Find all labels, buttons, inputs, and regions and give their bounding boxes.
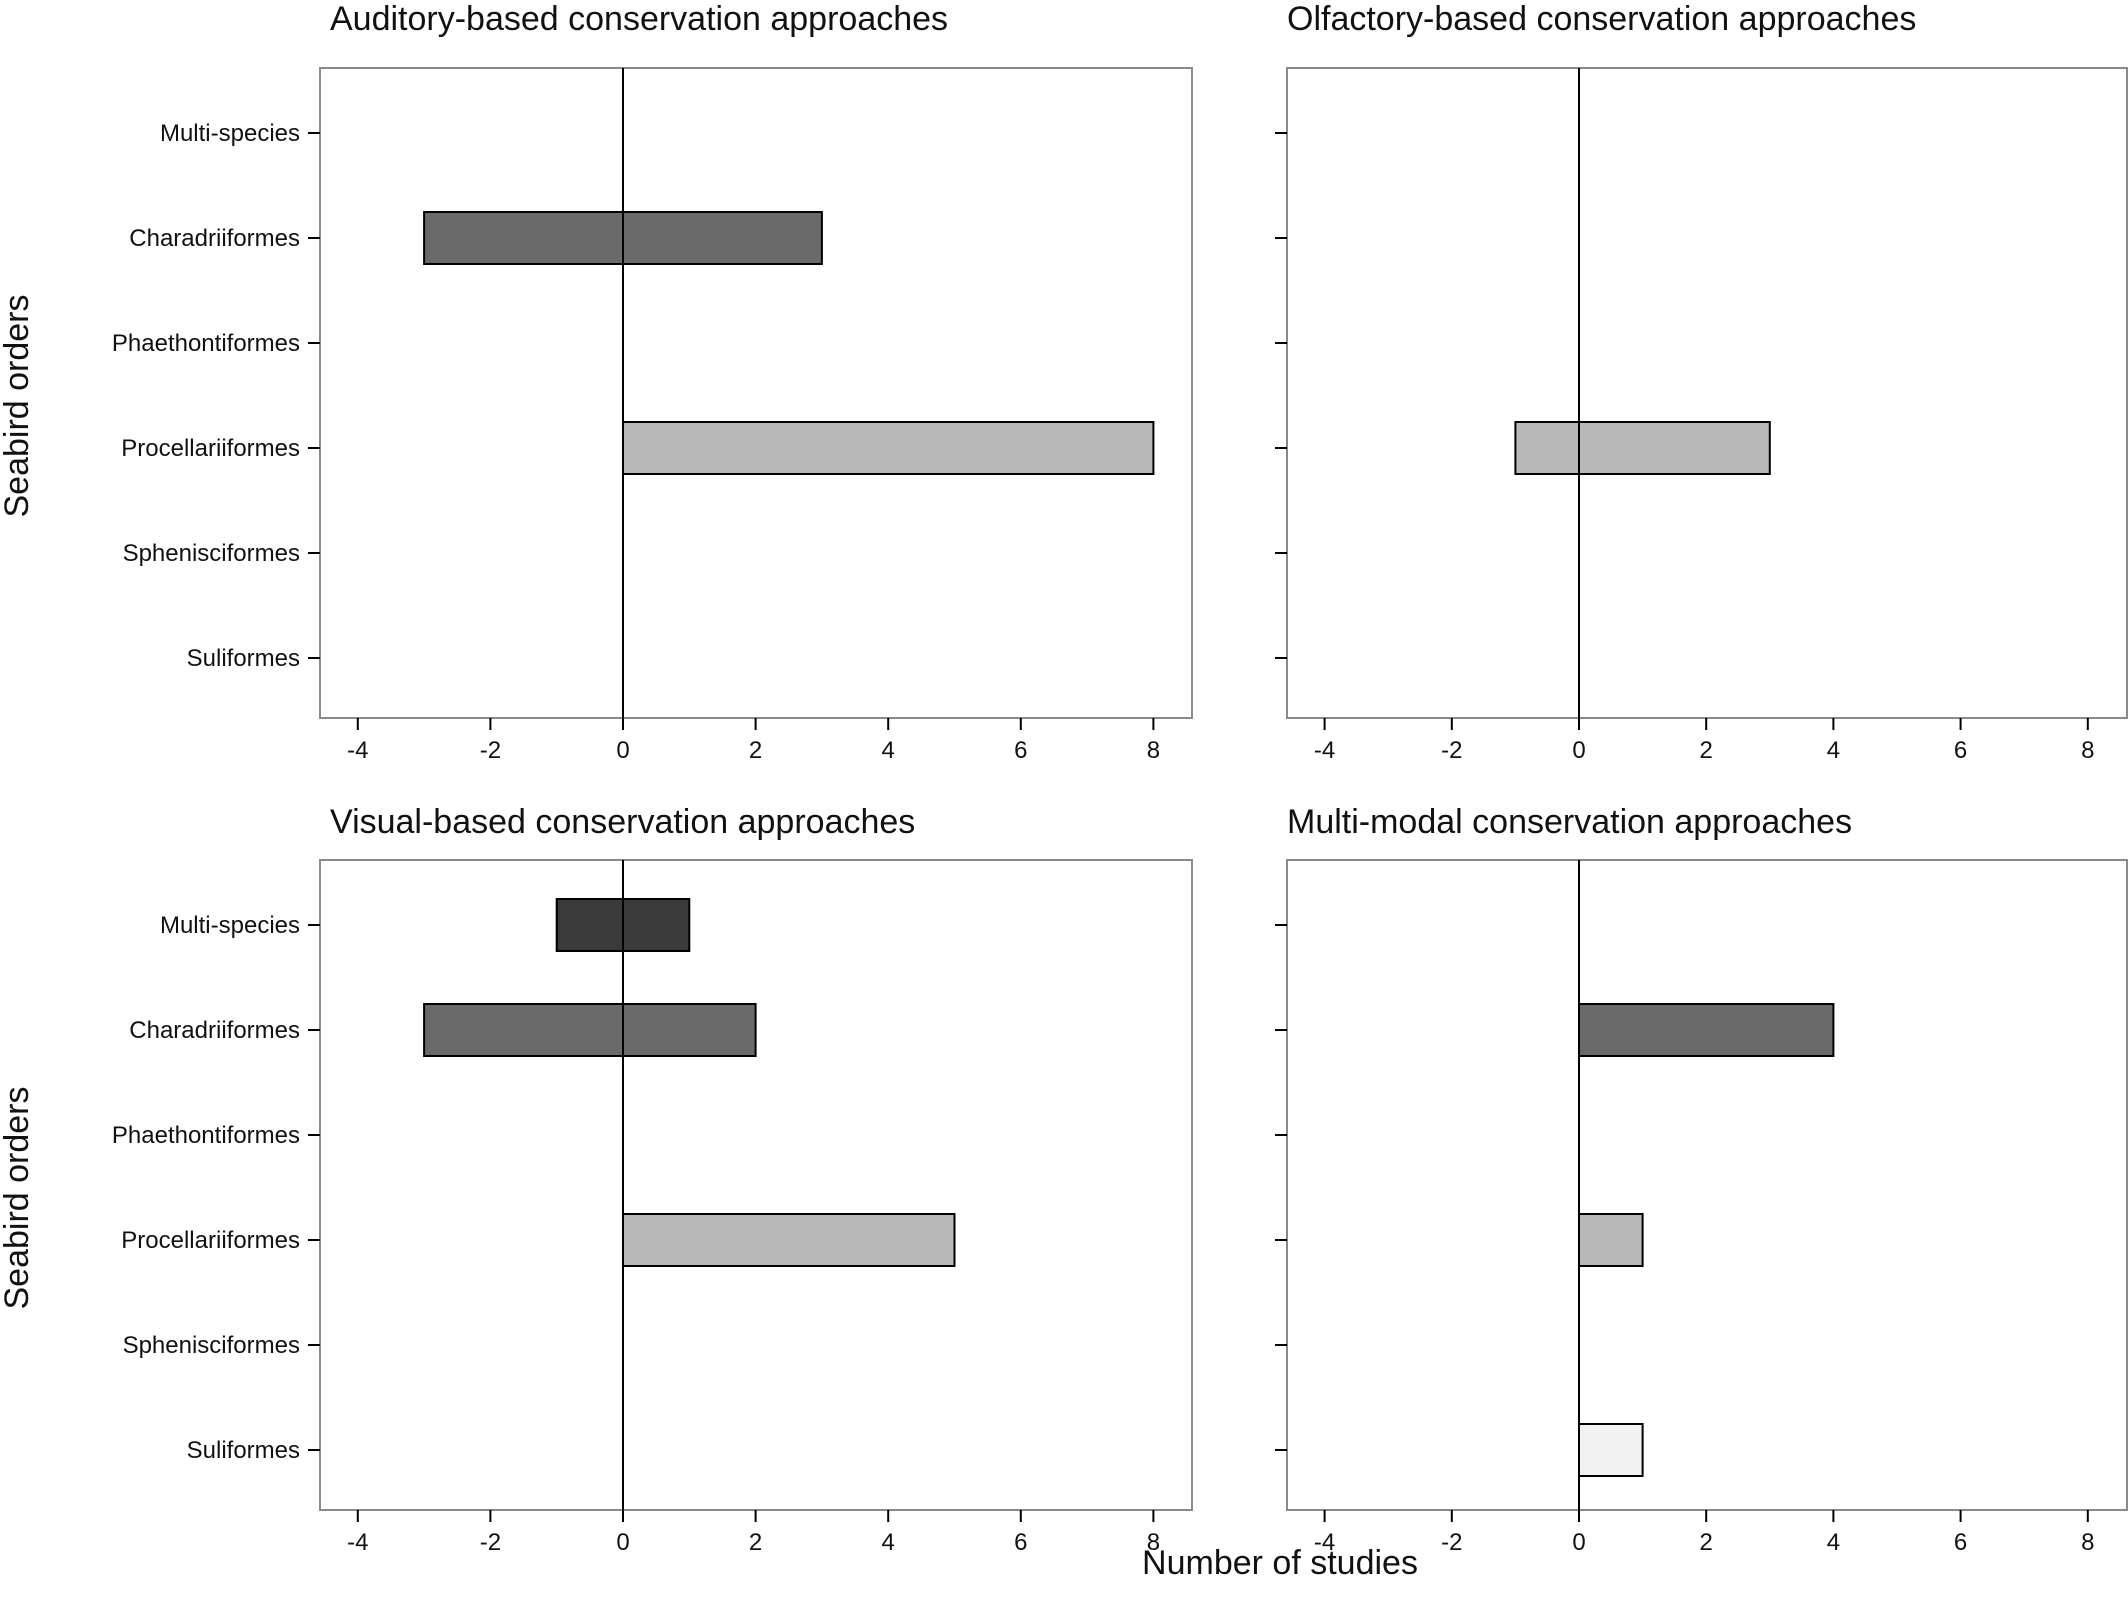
category-label: Suliformes (187, 645, 300, 672)
chart-panel-1: Auditory-based conservation approaches Mu… (112, 0, 1193, 764)
chart-panel-4: Multi-modal conservation approaches -4 -2 0… (1275, 803, 2128, 1556)
x-tick-label: 8 (1147, 1529, 1160, 1556)
x-tick-label: -2 (1441, 1529, 1462, 1556)
x-tick-label: 0 (1572, 1529, 1585, 1556)
panel-title: Auditory-based conservation approaches (330, 0, 948, 38)
x-tick-label: 8 (1147, 737, 1160, 764)
plot-frame (319, 859, 1193, 1511)
panel-title: Visual-based conservation approaches (330, 803, 915, 841)
bar-procellariiformes (1578, 1213, 1644, 1267)
x-tick-label: 0 (616, 737, 629, 764)
bar-charadriiformes (423, 1003, 757, 1057)
x-tick-label: 6 (1014, 737, 1027, 764)
category-label: Phaethontiformes (112, 330, 300, 357)
x-tick-label: -4 (347, 737, 368, 764)
y-axis-label-bottom: Seabird orders (0, 1086, 36, 1309)
category-label: Charadriiformes (129, 1017, 300, 1044)
chart-panel-2: Olfactory-based conservation approaches -… (1275, 0, 2128, 764)
bar-procellariiformes (622, 1213, 956, 1267)
x-tick-label: 8 (2081, 737, 2094, 764)
chart-panel-3: Visual-based conservation approaches Mult… (112, 803, 1193, 1556)
category-label: Suliformes (187, 1437, 300, 1464)
x-tick-label: -4 (347, 1529, 368, 1556)
plot-frame (1286, 859, 2128, 1511)
x-tick-label: 4 (882, 1529, 895, 1556)
x-tick-label: 2 (1700, 737, 1713, 764)
bar-charadriiformes (1578, 1003, 1835, 1057)
x-axis-label: Number of studies (1142, 1544, 1418, 1582)
category-label: Sphenisciformes (123, 540, 300, 567)
x-tick-label: 0 (616, 1529, 629, 1556)
panel-title: Olfactory-based conservation approaches (1287, 0, 1916, 38)
category-label: Sphenisciformes (123, 1332, 300, 1359)
category-label: Multi-species (160, 912, 300, 939)
plot-frame (1286, 67, 2128, 719)
x-tick-label: 0 (1572, 737, 1585, 764)
category-label: Phaethontiformes (112, 1122, 300, 1149)
category-label: Charadriiformes (129, 225, 300, 252)
x-tick-label: 6 (1014, 1529, 1027, 1556)
category-label: Procellariiformes (121, 435, 300, 462)
panel-title: Multi-modal conservation approaches (1287, 803, 1852, 841)
x-tick-label: 8 (2081, 1529, 2094, 1556)
y-axis-label-top: Seabird orders (0, 294, 36, 517)
plot-frame (319, 67, 1193, 719)
x-tick-label: 2 (749, 737, 762, 764)
bar-suliformes (1578, 1423, 1644, 1477)
x-tick-label: 4 (882, 737, 895, 764)
x-tick-label: 6 (1954, 1529, 1967, 1556)
category-label: Procellariiformes (121, 1227, 300, 1254)
bar-procellariiformes (622, 421, 1155, 475)
x-tick-label: 4 (1827, 737, 1840, 764)
x-tick-label: 6 (1954, 737, 1967, 764)
x-tick-label: -2 (480, 1529, 501, 1556)
x-tick-label: 2 (749, 1529, 762, 1556)
x-tick-label: -4 (1314, 1529, 1335, 1556)
x-tick-label: 4 (1827, 1529, 1840, 1556)
category-label: Multi-species (160, 120, 300, 147)
x-tick-label: -2 (480, 737, 501, 764)
x-tick-label: -4 (1314, 737, 1335, 764)
bar-procellariiformes (1514, 421, 1771, 475)
x-tick-label: -2 (1441, 737, 1462, 764)
x-tick-label: 2 (1700, 1529, 1713, 1556)
panels-group: Auditory-based conservation approaches Mu… (112, 0, 2128, 1556)
